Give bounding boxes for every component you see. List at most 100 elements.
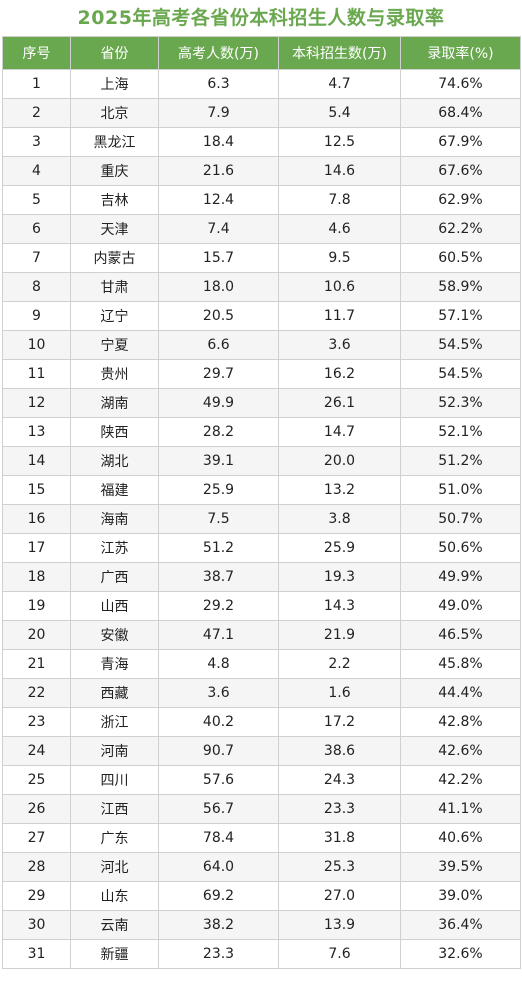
- cell-undergrad-enrollment: 14.7: [278, 417, 401, 447]
- cell-undergrad-enrollment: 12.5: [278, 127, 401, 157]
- cell-exam-takers: 29.2: [158, 591, 279, 621]
- cell-index: 18: [2, 562, 71, 592]
- cell-index: 29: [2, 881, 71, 911]
- cell-admission-rate: 46.5%: [400, 620, 521, 650]
- cell-undergrad-enrollment: 13.2: [278, 475, 401, 505]
- cell-admission-rate: 49.9%: [400, 562, 521, 592]
- cell-exam-takers: 4.8: [158, 649, 279, 679]
- cell-province: 青海: [70, 649, 159, 679]
- cell-exam-takers: 69.2: [158, 881, 279, 911]
- cell-undergrad-enrollment: 2.2: [278, 649, 401, 679]
- cell-exam-takers: 56.7: [158, 794, 279, 824]
- cell-province: 海南: [70, 504, 159, 534]
- cell-province: 甘肃: [70, 272, 159, 302]
- cell-exam-takers: 29.7: [158, 359, 279, 389]
- cell-admission-rate: 60.5%: [400, 243, 521, 273]
- cell-index: 9: [2, 301, 71, 331]
- cell-undergrad-enrollment: 21.9: [278, 620, 401, 650]
- cell-exam-takers: 28.2: [158, 417, 279, 447]
- cell-undergrad-enrollment: 24.3: [278, 765, 401, 795]
- cell-index: 8: [2, 272, 71, 302]
- cell-province: 湖北: [70, 446, 159, 476]
- cell-admission-rate: 41.1%: [400, 794, 521, 824]
- cell-province: 广东: [70, 823, 159, 853]
- table-row: 10 宁夏 6.6 3.6 54.5%: [2, 330, 521, 360]
- cell-exam-takers: 7.4: [158, 214, 279, 244]
- cell-index: 14: [2, 446, 71, 476]
- cell-admission-rate: 51.2%: [400, 446, 521, 476]
- cell-admission-rate: 49.0%: [400, 591, 521, 621]
- cell-province: 辽宁: [70, 301, 159, 331]
- cell-index: 3: [2, 127, 71, 157]
- table-row: 11 贵州 29.7 16.2 54.5%: [2, 359, 521, 389]
- cell-undergrad-enrollment: 7.6: [278, 939, 401, 969]
- cell-admission-rate: 52.3%: [400, 388, 521, 418]
- cell-undergrad-enrollment: 11.7: [278, 301, 401, 331]
- cell-index: 25: [2, 765, 71, 795]
- cell-undergrad-enrollment: 4.7: [278, 69, 401, 99]
- table-body: 1 上海 6.3 4.7 74.6% 2 北京 7.9 5.4 68.4% 3 黑龙江 18.4 12.5…: [2, 69, 521, 969]
- table-row: 4 重庆 21.6 14.6 67.6%: [2, 156, 521, 186]
- cell-admission-rate: 40.6%: [400, 823, 521, 853]
- table-row: 25 四川 57.6 24.3 42.2%: [2, 765, 521, 795]
- cell-admission-rate: 51.0%: [400, 475, 521, 505]
- table-row: 9 辽宁 20.5 11.7 57.1%: [2, 301, 521, 331]
- table-row: 26 江西 56.7 23.3 41.1%: [2, 794, 521, 824]
- cell-index: 13: [2, 417, 71, 447]
- cell-exam-takers: 39.1: [158, 446, 279, 476]
- table-row: 22 西藏 3.6 1.6 44.4%: [2, 678, 521, 708]
- table-row: 24 河南 90.7 38.6 42.6%: [2, 736, 521, 766]
- cell-province: 上海: [70, 69, 159, 99]
- cell-undergrad-enrollment: 14.3: [278, 591, 401, 621]
- cell-exam-takers: 21.6: [158, 156, 279, 186]
- cell-province: 广西: [70, 562, 159, 592]
- cell-index: 1: [2, 69, 71, 99]
- cell-index: 7: [2, 243, 71, 273]
- table-row: 5 吉林 12.4 7.8 62.9%: [2, 185, 521, 215]
- cell-exam-takers: 15.7: [158, 243, 279, 273]
- cell-province: 宁夏: [70, 330, 159, 360]
- cell-admission-rate: 62.9%: [400, 185, 521, 215]
- cell-admission-rate: 39.5%: [400, 852, 521, 882]
- cell-admission-rate: 42.2%: [400, 765, 521, 795]
- cell-province: 江苏: [70, 533, 159, 563]
- cell-index: 19: [2, 591, 71, 621]
- cell-index: 21: [2, 649, 71, 679]
- cell-admission-rate: 50.6%: [400, 533, 521, 563]
- cell-index: 27: [2, 823, 71, 853]
- cell-undergrad-enrollment: 14.6: [278, 156, 401, 186]
- cell-admission-rate: 44.4%: [400, 678, 521, 708]
- cell-undergrad-enrollment: 4.6: [278, 214, 401, 244]
- cell-exam-takers: 64.0: [158, 852, 279, 882]
- admission-table: 序号 省份 高考人数(万) 本科招生数(万) 录取率(%) 1 上海 6.3 4.7 7…: [2, 36, 521, 969]
- table-row: 2 北京 7.9 5.4 68.4%: [2, 98, 521, 128]
- cell-province: 云南: [70, 910, 159, 940]
- cell-undergrad-enrollment: 9.5: [278, 243, 401, 273]
- cell-province: 安徽: [70, 620, 159, 650]
- cell-admission-rate: 54.5%: [400, 359, 521, 389]
- cell-admission-rate: 42.6%: [400, 736, 521, 766]
- table-row: 6 天津 7.4 4.6 62.2%: [2, 214, 521, 244]
- table-row: 30 云南 38.2 13.9 36.4%: [2, 910, 521, 940]
- cell-undergrad-enrollment: 25.3: [278, 852, 401, 882]
- cell-index: 4: [2, 156, 71, 186]
- cell-exam-takers: 23.3: [158, 939, 279, 969]
- cell-exam-takers: 25.9: [158, 475, 279, 505]
- table-row: 19 山西 29.2 14.3 49.0%: [2, 591, 521, 621]
- cell-undergrad-enrollment: 7.8: [278, 185, 401, 215]
- cell-index: 17: [2, 533, 71, 563]
- cell-exam-takers: 38.2: [158, 910, 279, 940]
- cell-index: 6: [2, 214, 71, 244]
- cell-admission-rate: 74.6%: [400, 69, 521, 99]
- cell-exam-takers: 18.0: [158, 272, 279, 302]
- cell-province: 河北: [70, 852, 159, 882]
- table-row: 20 安徽 47.1 21.9 46.5%: [2, 620, 521, 650]
- cell-province: 江西: [70, 794, 159, 824]
- cell-exam-takers: 49.9: [158, 388, 279, 418]
- cell-exam-takers: 7.5: [158, 504, 279, 534]
- cell-admission-rate: 67.9%: [400, 127, 521, 157]
- cell-undergrad-enrollment: 10.6: [278, 272, 401, 302]
- cell-index: 10: [2, 330, 71, 360]
- cell-index: 22: [2, 678, 71, 708]
- cell-exam-takers: 6.3: [158, 69, 279, 99]
